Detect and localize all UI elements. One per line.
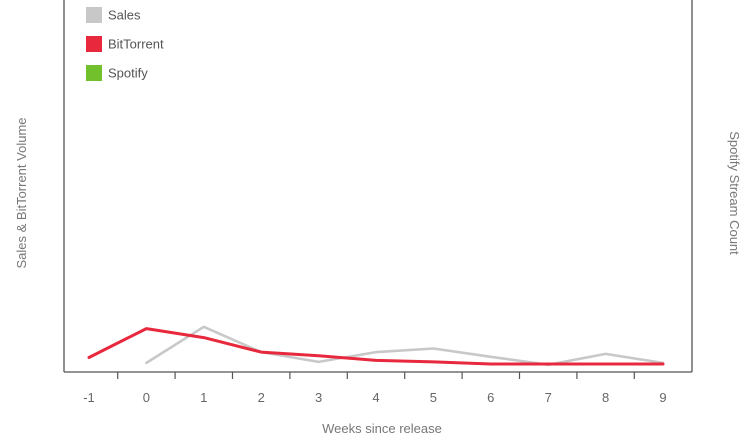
x-tick-label: 0 bbox=[143, 390, 150, 405]
axes bbox=[63, 0, 693, 373]
legend-swatch-bittorrent bbox=[86, 36, 102, 52]
x-tick-label: 8 bbox=[602, 390, 609, 405]
x-tick-label: 3 bbox=[315, 390, 322, 405]
x-axis-title: Weeks since release bbox=[322, 421, 442, 436]
x-ticks bbox=[117, 372, 635, 379]
series-line-sales bbox=[145, 325, 665, 367]
series-line-bittorrent bbox=[87, 327, 665, 366]
legend-swatch-spotify bbox=[86, 65, 102, 81]
x-tick-label: 1 bbox=[200, 390, 207, 405]
legend: Sales BitTorrent Spotify bbox=[86, 7, 164, 81]
x-tick-label: 2 bbox=[258, 390, 265, 405]
x-tick-label: 6 bbox=[487, 390, 494, 405]
right-y-axis-title: Spotify Stream Count bbox=[727, 131, 742, 255]
x-tick-label: 5 bbox=[430, 390, 437, 405]
legend-label-sales: Sales bbox=[108, 8, 141, 23]
legend-label-bittorrent: BitTorrent bbox=[108, 37, 164, 52]
left-y-axis-title: Sales & BitTorrent Volume bbox=[14, 117, 29, 268]
x-tick-label: -1 bbox=[83, 390, 95, 405]
legend-label-spotify: Spotify bbox=[108, 66, 148, 81]
x-tick-label: 7 bbox=[545, 390, 552, 405]
x-tick-labels: -1 0 1 2 3 4 5 6 7 8 9 bbox=[83, 390, 666, 405]
legend-swatch-sales bbox=[86, 7, 102, 23]
series-lines bbox=[87, 325, 665, 367]
x-tick-label: 4 bbox=[372, 390, 379, 405]
x-tick-label: 9 bbox=[659, 390, 666, 405]
